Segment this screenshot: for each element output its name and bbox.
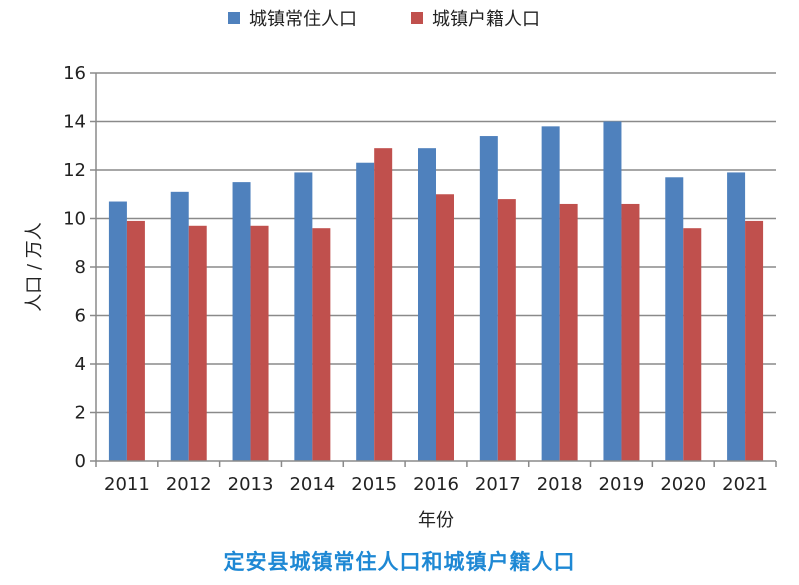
x-axis-title: 年份 [418, 510, 454, 531]
legend: 城镇常住人口 城镇户籍人口 [228, 9, 540, 30]
bar-series-1-2018 [541, 126, 560, 461]
x-tick-label: 2021 [722, 474, 768, 495]
y-tick-label: 2 [75, 403, 86, 424]
bar-series-2-2015 [374, 148, 393, 462]
y-tick-label: 6 [75, 306, 86, 327]
bar-series-2-2018 [559, 203, 578, 461]
tick-labels: 0 2 4 6 8 10 12 14 16 2011 2012 2013 2014 2015 2016 201… [63, 63, 768, 495]
x-tick-label: 2014 [289, 474, 335, 495]
bar-series-1-2012 [170, 191, 189, 461]
bar-series-1-2017 [479, 136, 498, 462]
x-tick-label: 2020 [660, 474, 706, 495]
bar-series-2-2019 [621, 203, 640, 461]
y-tick-label: 16 [63, 63, 86, 84]
y-tick-label: 12 [63, 160, 86, 181]
y-tick-label: 10 [63, 209, 86, 230]
bar-series-2-2014 [312, 228, 331, 461]
x-tick-label: 2018 [537, 474, 583, 495]
y-tick-label: 8 [75, 257, 86, 278]
bar-series-1-2015 [356, 162, 375, 461]
x-tick-label: 2019 [599, 474, 645, 495]
x-tick-label: 2012 [166, 474, 212, 495]
bar-series-1-2021 [727, 172, 746, 462]
bars [108, 121, 764, 462]
y-tick-label: 14 [63, 112, 86, 133]
bar-series-1-2011 [108, 201, 127, 461]
bar-series-1-2016 [418, 148, 436, 462]
bar-series-2-2012 [188, 225, 207, 461]
bar-series-2-2013 [250, 225, 269, 461]
x-tick-label: 2013 [228, 474, 274, 495]
x-tick-label: 2017 [475, 474, 521, 495]
bar-series-2-2021 [745, 220, 764, 461]
bar-series-2-2011 [126, 220, 145, 461]
chart-caption: 定安县城镇常住人口和城镇户籍人口 [223, 550, 576, 574]
bar-series-1-2020 [665, 177, 684, 461]
bar-series-1-2019 [603, 121, 622, 461]
bar-series-1-2013 [232, 182, 251, 461]
legend-label-series-1: 城镇常住人口 [249, 9, 357, 30]
axes [90, 72, 777, 467]
y-tick-label: 0 [75, 451, 86, 472]
bar-series-2-2017 [497, 199, 516, 461]
legend-label-series-2: 城镇户籍人口 [432, 9, 540, 30]
x-tick-label: 2016 [413, 474, 459, 495]
x-tick-label: 2015 [351, 474, 397, 495]
y-tick-label: 4 [75, 354, 86, 375]
bar-series-2-2020 [683, 228, 702, 461]
bar-series-2-2016 [436, 194, 454, 461]
legend-swatch-series-1 [228, 12, 240, 24]
bar-series-1-2014 [294, 172, 313, 462]
legend-swatch-series-2 [411, 12, 423, 24]
y-axis-title: 人口 / 万人 [24, 222, 45, 312]
x-tick-label: 2011 [104, 474, 150, 495]
